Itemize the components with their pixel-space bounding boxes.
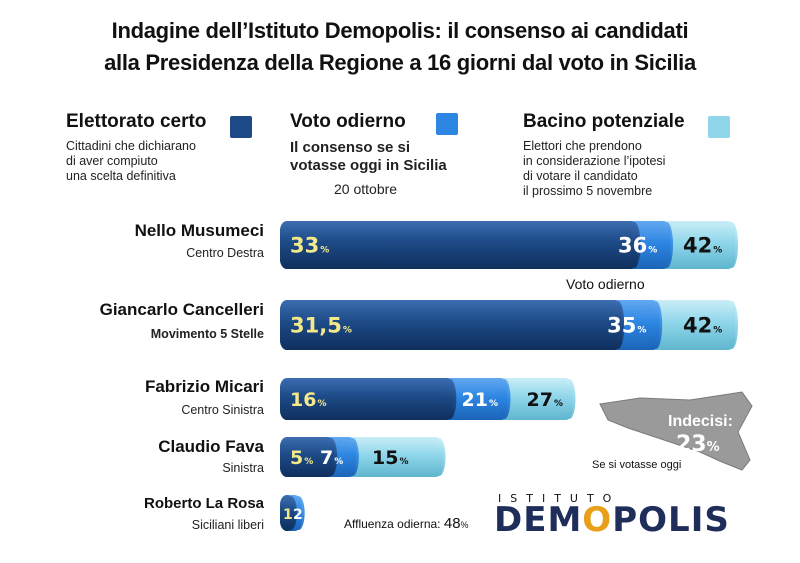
candidate-party-3: Centro Sinistra <box>181 403 264 417</box>
logo-istituto: ISTITUTO <box>498 492 621 505</box>
bar-label-unit: % <box>713 246 722 256</box>
legend-certo-desc-2: di aver compiuto <box>66 154 158 168</box>
bar-label-unit: % <box>320 246 329 256</box>
bar-cap-1-4 <box>346 438 359 476</box>
bar-label-unit: % <box>304 457 313 467</box>
legend-potenziale-desc-1: Elettori che prendono <box>523 139 642 153</box>
affluenza-label: Affluenza odierna: <box>344 517 441 531</box>
chart-title-line-1: Indagine dell’Istituto Demopolis: il con… <box>111 18 689 43</box>
bar-cap-0-1 <box>628 222 641 268</box>
bar-certo-4 <box>280 437 335 477</box>
legend-potenziale-desc: Elettori che prendono in considerazione … <box>523 139 665 199</box>
candidate-party-4: Sinistra <box>222 461 264 475</box>
chart-title-line-2: alla Presidenza della Regione a 16 giorn… <box>104 50 696 75</box>
legend-certo-label: Elettorato certo <box>66 111 207 132</box>
affluenza: Affluenza odierna: 48% <box>344 515 469 532</box>
legend-odierno-label: Voto odierno <box>290 111 406 132</box>
bar-label-odierno-5: 2 <box>293 507 303 523</box>
bar-certo-3 <box>280 378 454 420</box>
legend-odierno-swatch <box>436 113 458 135</box>
candidate-name-3: Fabrizio Micari <box>144 377 264 396</box>
candidate-name-2: Giancarlo Cancelleri <box>99 300 264 319</box>
bar-label-unit: % <box>343 326 352 336</box>
bar-cap-2-1 <box>726 222 738 268</box>
indecisi-number: 23 <box>676 432 707 457</box>
legend-potenziale-label: Bacino potenziale <box>523 111 685 132</box>
bar-cap-2-4 <box>433 438 446 476</box>
legend-odierno-desc: Il consenso se si votasse oggi in Sicili… <box>290 139 447 175</box>
legend-certo-swatch <box>230 116 252 138</box>
bar-cap-0-2 <box>612 301 625 349</box>
legend-potenziale-desc-3: di votare il candidato <box>523 169 638 183</box>
indecisi-note: Se si votasse oggi <box>592 459 682 471</box>
bar-label-unit: % <box>399 457 408 467</box>
bar-label-unit: % <box>648 246 657 256</box>
affluenza-value: 48 <box>443 515 461 532</box>
bar-certo-2 <box>280 300 622 350</box>
bar-cap-1-3 <box>498 379 511 419</box>
bar-label-unit: % <box>489 399 498 409</box>
bar-label-unit: % <box>713 326 722 336</box>
logo-part-a: DEM <box>494 500 583 540</box>
bar-cap-0-5 <box>285 496 297 530</box>
logo-part-b: POLIS <box>612 500 730 540</box>
indecisi-label: Indecisi: <box>668 413 733 430</box>
bar-label-certo-2: 31,5% <box>290 314 352 338</box>
legend-potenziale-desc-4: il prossimo 5 novembre <box>523 184 653 198</box>
bar-label-certo-5: 1 <box>283 507 293 523</box>
candidate-party-1: Centro Destra <box>186 246 264 260</box>
indecisi-unit: % <box>706 440 720 455</box>
candidate-name-4: Claudio Fava <box>158 437 264 456</box>
legend-certo-desc: Cittadini che dichiarano di aver compiut… <box>66 139 196 184</box>
bar-label-unit: % <box>334 457 343 467</box>
logo-part-o: O <box>582 500 613 540</box>
annotation-voto-odierno: Voto odierno <box>566 276 645 292</box>
bar-label-unit: % <box>637 326 646 336</box>
bar-cap-2-3 <box>563 379 576 419</box>
bar-cap-0-3 <box>444 379 457 419</box>
candidate-name-1: Nello Musumeci <box>134 221 264 240</box>
bar-label-unit: % <box>554 399 563 409</box>
legend-odierno-desc-2: votasse oggi in Sicilia <box>290 157 447 174</box>
legend-certo-desc-3: una scelta definitiva <box>66 169 176 183</box>
sicily-map-icon <box>599 391 753 471</box>
bar-cap-0-4 <box>325 438 338 476</box>
indecisi-value: 23% <box>676 432 720 457</box>
candidate-name-5: Roberto La Rosa <box>143 495 264 512</box>
candidate-party-2: Movimento 5 Stelle <box>150 327 264 341</box>
bar-cap-1-1 <box>661 222 673 268</box>
legend-odierno-date: 20 ottobre <box>334 181 398 197</box>
bar-cap-1-2 <box>650 301 663 349</box>
legend-potenziale-swatch <box>708 116 730 138</box>
bar-label-unit: % <box>317 399 326 409</box>
logo-demopolis: DEMOPOLIS <box>494 500 730 540</box>
candidate-party-5: Siciliani liberi <box>191 518 264 532</box>
bar-cap-2-2 <box>726 301 738 349</box>
affluenza-unit: % <box>460 520 469 530</box>
bar-certo-1 <box>280 221 638 269</box>
legend-odierno-desc-1: Il consenso se si <box>290 139 411 156</box>
legend-certo-desc-1: Cittadini che dichiarano <box>66 139 196 153</box>
legend-potenziale-desc-2: in considerazione l’ipotesi <box>523 154 666 168</box>
